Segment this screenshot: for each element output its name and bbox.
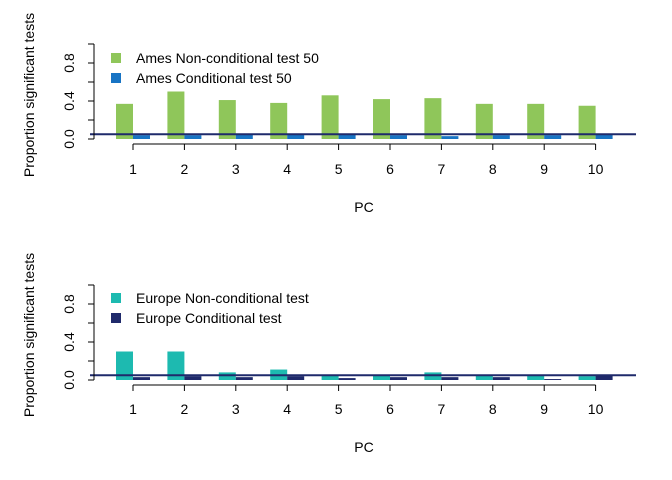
y-tick-label: 0.0: [61, 129, 77, 149]
x-tick-label: 7: [438, 161, 446, 177]
bar-nonconditional-pc9: [527, 103, 545, 139]
bar-nonconditional-pc2: [167, 351, 185, 380]
x-tick-label: 9: [540, 401, 548, 417]
bar-nonconditional-pc8: [475, 103, 493, 139]
bar-conditional-pc10: [595, 134, 613, 139]
legend-swatch: [111, 53, 121, 63]
bar-conditional-pc6: [390, 135, 407, 139]
bar-conditional-pc1: [133, 377, 150, 380]
y-axis-label: Proportion significant tests: [21, 253, 37, 417]
bar-nonconditional-pc5: [321, 375, 339, 380]
y-tick-label: 0.4: [61, 332, 77, 352]
bar-conditional-pc4: [287, 376, 305, 380]
x-axis-label: PC: [354, 439, 373, 455]
bar-nonconditional-pc2: [167, 91, 185, 139]
x-tick-label: 5: [335, 401, 343, 417]
bar-conditional-pc4: [287, 134, 305, 139]
legend-swatch: [111, 313, 121, 323]
bar-nonconditional-pc6: [373, 375, 390, 380]
bar-conditional-pc9: [544, 379, 562, 380]
bar-conditional-pc5: [338, 378, 356, 380]
x-tick-label: 5: [335, 161, 343, 177]
bar-nonconditional-pc5: [321, 95, 339, 139]
bar-nonconditional-pc4: [270, 102, 288, 139]
legend-label: Europe Non-conditional test: [136, 290, 309, 306]
chart-panel-1: 0.0 0.4 0.8 1 2 3 4 5 6 7 8 9 10 PC Proportion signifi…: [21, 13, 636, 215]
y-tick-label: 0.8: [61, 53, 77, 73]
x-tick-label: 8: [489, 401, 497, 417]
legend: Ames Non-conditional test 50 Ames Conditi…: [111, 50, 319, 86]
x-tick-label: 2: [181, 401, 189, 417]
y-tick-label: 0.8: [61, 294, 77, 314]
bar-conditional-pc8: [492, 377, 510, 380]
x-tick-label: 3: [232, 161, 240, 177]
bar-nonconditional-pc1: [116, 351, 133, 380]
bar-conditional-pc5: [338, 134, 356, 139]
bar-conditional-pc2: [184, 376, 202, 380]
x-tick-label: 1: [129, 401, 137, 417]
x-tick-label: 10: [588, 401, 604, 417]
legend-swatch: [111, 293, 121, 303]
bar-nonconditional-pc3: [218, 100, 236, 139]
bar-conditional-pc8: [492, 135, 510, 139]
bar-nonconditional-pc10: [578, 376, 596, 380]
x-tick-label: 3: [232, 401, 240, 417]
bar-nonconditional-pc6: [373, 99, 390, 139]
bar-conditional-pc3: [235, 134, 253, 139]
y-tick-label: 0.0: [61, 370, 77, 390]
legend-label: Ames Conditional test 50: [136, 70, 292, 86]
legend-label: Ames Non-conditional test 50: [136, 50, 319, 66]
chart-panel-2: 0.0 0.4 0.8 1 2 3 4 5 6 7 8 9 10 PC Proportion signifi…: [21, 253, 636, 455]
bar-conditional-pc1: [133, 135, 150, 139]
x-tick-label: 7: [438, 401, 446, 417]
x-tick-label: 6: [386, 161, 394, 177]
bar-conditional-pc10: [595, 375, 613, 380]
x-tick-label: 4: [283, 401, 291, 417]
bar-conditional-pc7: [441, 136, 459, 139]
bar-nonconditional-pc9: [527, 375, 545, 380]
y-tick-label: 0.4: [61, 91, 77, 111]
bar-nonconditional-pc7: [424, 98, 442, 139]
legend: Europe Non-conditional test Europe Condit…: [111, 290, 309, 326]
bar-nonconditional-pc8: [475, 375, 493, 380]
bar-conditional-pc6: [390, 377, 407, 380]
legend-swatch: [111, 73, 121, 83]
x-tick-label: 2: [181, 161, 189, 177]
y-axis-label: Proportion significant tests: [21, 13, 37, 177]
bar-conditional-pc7: [441, 377, 459, 380]
x-tick-label: 6: [386, 401, 394, 417]
x-axis-label: PC: [354, 199, 373, 215]
bar-nonconditional-pc10: [578, 105, 596, 139]
bar-conditional-pc2: [184, 135, 202, 139]
bar-conditional-pc3: [235, 377, 253, 380]
x-tick-label: 10: [588, 161, 604, 177]
legend-label: Europe Conditional test: [136, 310, 282, 326]
bar-nonconditional-pc1: [116, 103, 133, 139]
bar-conditional-pc9: [544, 135, 562, 139]
x-tick-label: 9: [540, 161, 548, 177]
x-tick-label: 1: [129, 161, 137, 177]
x-tick-label: 8: [489, 161, 497, 177]
x-tick-label: 4: [283, 161, 291, 177]
